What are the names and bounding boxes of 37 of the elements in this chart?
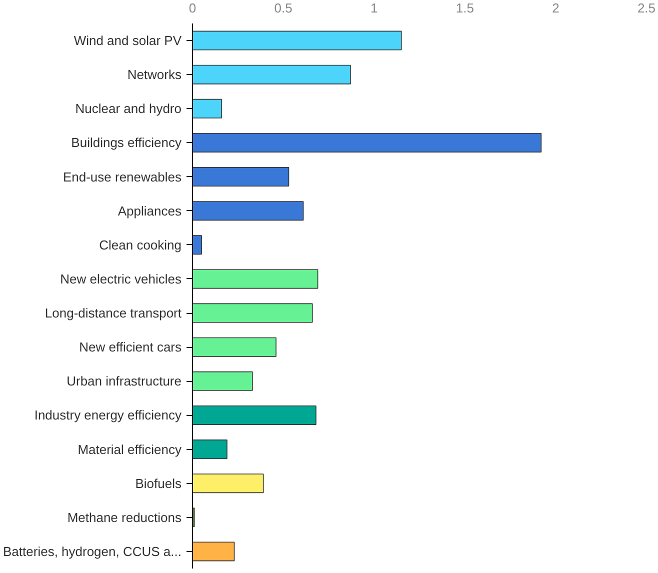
bar: [192, 303, 313, 323]
x-tick-label: 0: [188, 0, 196, 16]
bar: [192, 371, 253, 391]
y-tick-label: Nuclear and hydro: [75, 101, 182, 116]
y-tick-label: Material efficiency: [78, 442, 182, 457]
bar: [192, 337, 276, 357]
y-tick-label: Batteries, hydrogen, CCUS a...: [3, 544, 182, 559]
bar: [192, 64, 351, 84]
bar: [192, 167, 290, 187]
bar: [192, 30, 402, 50]
bar: [192, 440, 228, 460]
bar: [192, 542, 235, 562]
bar: [192, 235, 202, 255]
y-tick-label: Methane reductions: [67, 510, 182, 525]
y-tick-label: Industry energy efficiency: [34, 408, 182, 423]
y-tick-label: End-use renewables: [62, 169, 182, 184]
x-tick-label: 2.5: [637, 0, 656, 16]
x-tick-label: 0.5: [274, 0, 292, 16]
y-tick-label: Buildings efficiency: [71, 135, 182, 150]
y-tick-label: New efficient cars: [79, 340, 182, 355]
y-tick-label: Urban infrastructure: [66, 374, 182, 389]
y-tick-label: Appliances: [118, 203, 182, 218]
bar: [192, 201, 304, 221]
y-tick-label: Biofuels: [135, 476, 182, 491]
bar: [192, 405, 316, 425]
x-tick-label: 1.5: [456, 0, 474, 16]
x-tick-label: 1: [370, 0, 378, 16]
y-tick-label: New electric vehicles: [60, 271, 182, 286]
bar: [192, 132, 542, 152]
y-tick-label: Long-distance transport: [44, 306, 182, 321]
y-tick-label: Clean cooking: [99, 237, 182, 252]
bar: [192, 98, 222, 118]
x-tick-label: 2: [552, 0, 560, 16]
y-tick-label: Networks: [127, 67, 182, 82]
bar: [192, 269, 318, 289]
y-tick-label: Wind and solar PV: [74, 33, 182, 48]
bar: [192, 474, 264, 494]
